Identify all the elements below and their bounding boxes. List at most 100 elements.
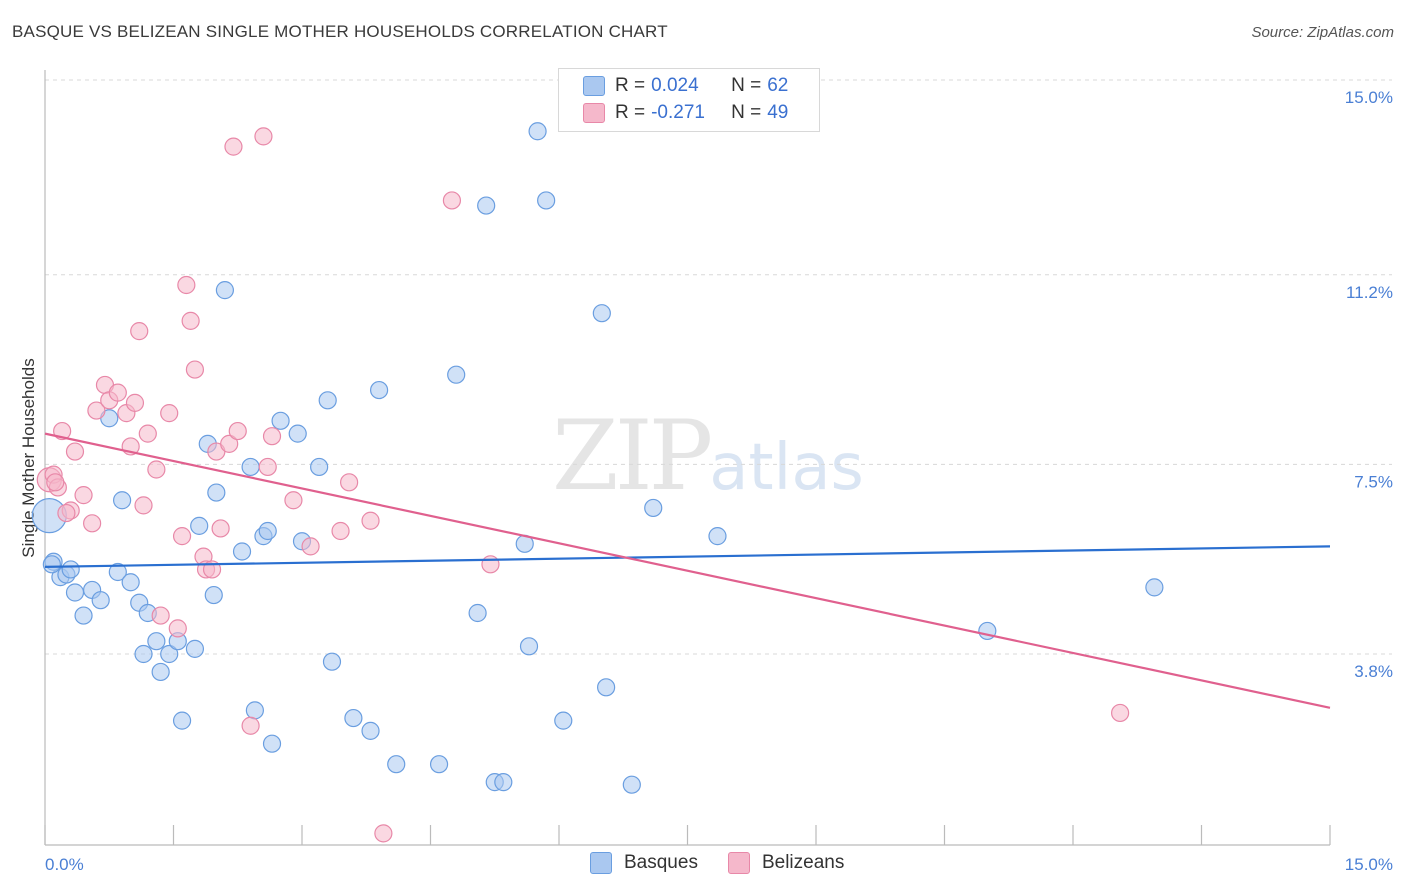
belizeans-point xyxy=(151,606,170,625)
legend-r-value: -0.271 xyxy=(651,102,705,123)
watermark-zip: ZIP xyxy=(552,400,713,512)
chart-title: BASQUE VS BELIZEAN SINGLE MOTHER HOUSEHO… xyxy=(12,22,668,41)
basques-point xyxy=(61,560,80,579)
basques-point xyxy=(65,583,85,602)
series-legend: Basques Belizeans xyxy=(590,852,874,874)
belizeans-point xyxy=(481,555,500,574)
watermark: ZIPatlas xyxy=(552,400,864,512)
basques-point xyxy=(344,708,363,728)
belizeans-legend-swatch xyxy=(727,852,750,874)
basques-point xyxy=(232,542,252,561)
belizeans-point xyxy=(177,275,196,295)
belizeans-point xyxy=(258,457,277,477)
basques-point xyxy=(241,457,260,477)
legend-n-label: N = xyxy=(731,75,762,96)
correlation-legend: R = 0.024 N = 62 R = -0.271 N = 49 xyxy=(558,68,820,132)
legend-r-value: 0.024 xyxy=(651,75,699,96)
belizeans-point xyxy=(241,716,260,735)
belizeans-point xyxy=(57,503,76,523)
basques-point xyxy=(494,773,513,792)
belizeans-point xyxy=(65,442,85,461)
belizeans-point xyxy=(160,404,179,423)
x-tick-label: 15.0% xyxy=(1345,855,1393,874)
legend-item-basques[interactable]: Basques xyxy=(590,852,698,874)
basques-point xyxy=(42,555,61,574)
basques-point xyxy=(537,191,556,210)
basques-point xyxy=(207,483,226,502)
basques-point xyxy=(519,637,539,656)
belizeans-point xyxy=(138,424,157,443)
belizeans-point xyxy=(46,473,65,492)
legend-item-belizeans[interactable]: Belizeans xyxy=(727,852,845,874)
basques-point xyxy=(592,304,611,323)
basques-legend-swatch xyxy=(590,852,612,874)
basques-point xyxy=(160,644,179,664)
belizeans-point xyxy=(1111,703,1130,723)
belizeans-point xyxy=(228,421,247,441)
basques-point xyxy=(190,516,209,535)
basques-point xyxy=(151,662,170,682)
basques-point xyxy=(310,457,329,477)
legend-row-basques: R = 0.024 N = 62 xyxy=(583,73,788,99)
basques-swatch xyxy=(583,76,605,96)
legend-n-value: 62 xyxy=(767,75,789,96)
belizeans-point xyxy=(108,383,127,402)
legend-row-belizeans: R = -0.271 N = 49 xyxy=(583,100,788,126)
basques-point xyxy=(91,591,110,610)
basques-point xyxy=(121,573,140,592)
belizeans-point xyxy=(224,137,243,156)
basques-point xyxy=(318,391,337,410)
belizeans-point xyxy=(185,360,205,379)
belizeans-point xyxy=(361,511,380,530)
basques-point xyxy=(134,644,153,664)
belizeans-point xyxy=(147,460,166,479)
belizeans-point xyxy=(168,619,187,638)
legend-r-label: R = xyxy=(615,102,646,123)
belizeans-point xyxy=(130,322,149,341)
basques-point xyxy=(477,196,496,215)
y-tick-label: 15.0% xyxy=(1345,88,1393,107)
belizeans-point xyxy=(211,519,230,538)
basques-trend-line xyxy=(44,545,1331,568)
basques-point xyxy=(112,491,132,510)
basques-point xyxy=(258,521,277,541)
legend-basques-label: Basques xyxy=(624,852,698,873)
basques-point xyxy=(597,678,616,697)
belizeans-point xyxy=(220,434,239,453)
belizeans-point xyxy=(301,537,320,556)
watermark-atlas: atlas xyxy=(709,431,864,505)
belizeans-point xyxy=(125,393,145,412)
basques-point xyxy=(147,632,166,651)
basques-point xyxy=(215,281,234,300)
belizeans-point xyxy=(172,527,192,546)
basques-point xyxy=(271,411,290,430)
basques-point xyxy=(447,365,466,384)
basques-point xyxy=(387,755,406,774)
legend-r-label: R = xyxy=(615,75,646,96)
y-tick-label: 7.5% xyxy=(1354,472,1393,491)
basques-point xyxy=(245,701,264,720)
legend-belizeans-label: Belizeans xyxy=(761,852,845,873)
basques-point xyxy=(370,380,389,400)
basques-point xyxy=(622,775,641,794)
basques-point xyxy=(361,721,380,740)
basques-point xyxy=(172,711,192,730)
basques-point xyxy=(429,755,449,774)
belizeans-point xyxy=(87,401,106,420)
basques-point xyxy=(708,527,727,546)
belizeans-point xyxy=(374,824,393,843)
basques-point xyxy=(74,606,93,625)
source-credit: Source: ZipAtlas.com xyxy=(1251,24,1394,41)
basques-point xyxy=(108,562,127,582)
basques-point xyxy=(204,585,223,605)
belizeans-point xyxy=(284,491,303,510)
basques-point xyxy=(528,122,547,141)
belizeans-point xyxy=(340,473,359,492)
y-tick-label: 3.8% xyxy=(1354,662,1393,681)
belizeans-point xyxy=(181,311,200,330)
y-tick-label: 11.2% xyxy=(1346,283,1393,302)
basques-point xyxy=(554,711,573,730)
belizeans-point xyxy=(442,191,462,210)
belizeans-point xyxy=(134,496,153,515)
